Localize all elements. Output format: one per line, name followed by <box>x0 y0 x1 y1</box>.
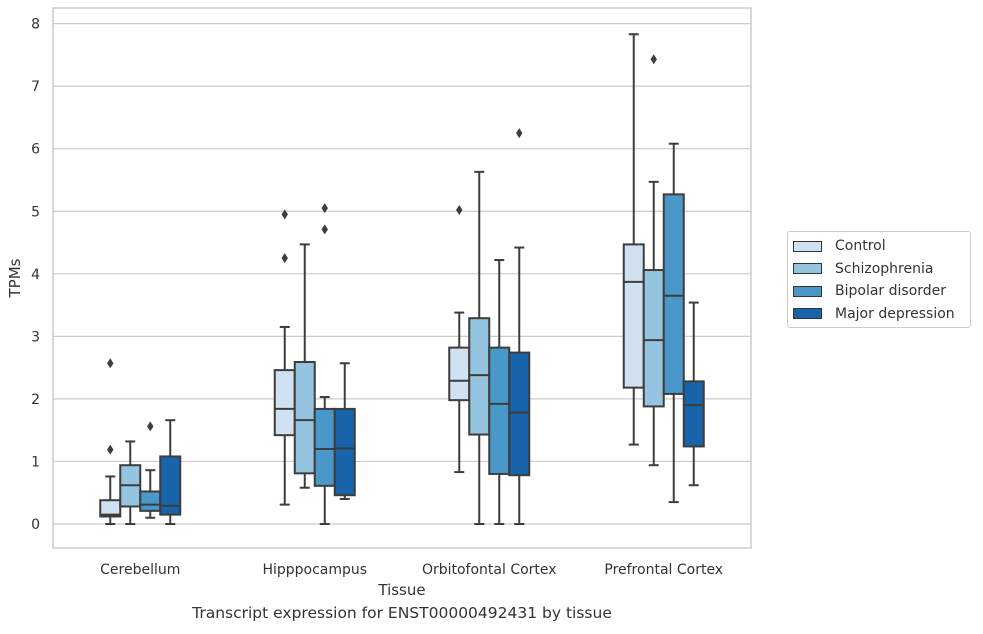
box-body <box>682 380 705 448</box>
x-tick-label: Cerebellum <box>100 562 180 578</box>
outlier-point <box>456 204 463 215</box>
box-body <box>293 360 316 475</box>
y-tick-label: 4 <box>31 267 40 283</box>
box-body <box>468 317 491 436</box>
box-body <box>159 455 182 516</box>
box-body <box>642 269 665 408</box>
boxes <box>99 33 705 525</box>
legend-label: Control <box>835 238 886 255</box>
x-tick-labels: Cerebellum Hipppocampus Orbitofontal Corte… <box>100 562 723 578</box>
legend-swatch <box>793 263 822 275</box>
y-tick-label: 5 <box>31 204 40 220</box>
box-body <box>662 193 685 395</box>
box-3-3 <box>682 301 705 487</box>
box-0-0 <box>99 358 122 525</box>
legend-label: Schizophrenia <box>835 260 934 277</box>
legend-item: Bipolar disorder <box>788 280 970 303</box>
box-body <box>508 351 531 477</box>
box-body <box>448 346 471 402</box>
y-tick-label: 3 <box>31 329 40 345</box>
box-0-2 <box>139 421 162 519</box>
x-tick-label: Prefrontal Cortex <box>604 562 723 578</box>
box-body <box>99 499 122 518</box>
box-3-0 <box>622 33 645 446</box>
legend-item: Major depression <box>788 303 970 326</box>
y-tick-labels: 0 1 2 3 4 5 6 7 8 <box>31 17 40 533</box>
legend-item: Control <box>788 235 970 258</box>
outlier-point <box>650 54 657 65</box>
outlier-point <box>321 224 328 235</box>
box-0-3 <box>159 419 182 525</box>
x-tick-label: Hipppocampus <box>262 562 367 578</box>
box-body <box>622 243 645 389</box>
box-1-1 <box>293 243 316 489</box>
box-1-0 <box>273 209 296 506</box>
box-body <box>313 407 336 487</box>
x-tick-label: Orbitofontal Cortex <box>422 562 557 578</box>
box-body <box>139 490 162 512</box>
box-2-1 <box>468 170 491 525</box>
box-3-1 <box>642 54 665 467</box>
outlier-point <box>107 358 114 369</box>
box-0-1 <box>119 440 142 525</box>
legend-swatch <box>793 308 822 320</box>
legend-swatch <box>793 240 822 252</box>
legend-swatch <box>793 285 822 297</box>
y-tick-label: 8 <box>31 17 40 33</box>
box-2-3 <box>508 128 531 525</box>
legend-item: Schizophrenia <box>788 258 970 281</box>
y-tick-label: 0 <box>31 517 40 533</box>
box-1-2 <box>313 203 336 525</box>
outlier-point <box>281 209 288 220</box>
outlier-point <box>321 203 328 214</box>
box-3-2 <box>662 142 685 504</box>
box-1-3 <box>333 362 356 500</box>
y-tick-label: 6 <box>31 142 40 158</box>
y-tick-label: 7 <box>31 79 40 95</box>
outlier-point <box>516 128 523 139</box>
box-body <box>273 369 296 437</box>
box-body <box>333 407 356 497</box>
box-2-2 <box>488 259 511 525</box>
legend: Control Schizophrenia Bipolar disorder Majo… <box>787 231 971 328</box>
x-axis-title: Tissue <box>377 581 425 599</box>
outlier-point <box>107 444 114 455</box>
y-axis-title: TPMs <box>6 258 24 298</box>
chart-caption: Transcript expression for ENST0000049243… <box>192 604 612 622</box>
y-tick-label: 1 <box>31 454 40 470</box>
box-body <box>488 346 511 475</box>
legend-label: Major depression <box>835 305 955 322</box>
legend-label: Bipolar disorder <box>835 283 947 300</box>
outlier-point <box>147 421 154 432</box>
box-2-0 <box>448 204 471 474</box>
outlier-point <box>281 253 288 264</box>
y-tick-label: 2 <box>31 392 40 408</box>
plot-frame <box>52 7 752 549</box>
